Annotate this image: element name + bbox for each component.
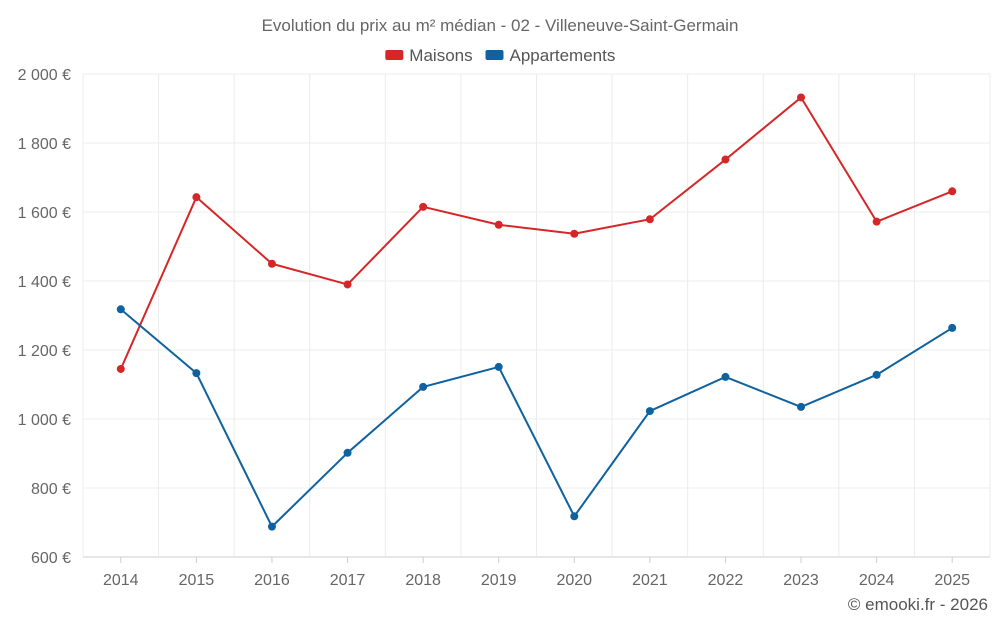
legend-swatch [485, 50, 504, 60]
y-tick-label: 1 400 € [18, 274, 71, 291]
data-point[interactable] [116, 305, 125, 314]
data-point[interactable] [267, 259, 276, 268]
y-tick-label: 2 000 € [18, 67, 71, 84]
x-tick-label: 2019 [481, 572, 517, 589]
y-tick-label: 1 600 € [18, 205, 71, 222]
x-tick-label: 2023 [783, 572, 819, 589]
copyright-credit: © emooki.fr - 2026 [848, 595, 988, 614]
chart-title: Evolution du prix au m² médian - 02 - Vi… [262, 16, 739, 35]
data-point[interactable] [494, 220, 503, 229]
data-point[interactable] [116, 364, 125, 373]
y-axis: 600 € 800 € 1 000 € 1 200 € 1 400 € 1 600 € 1 … [18, 67, 71, 567]
data-point[interactable] [570, 512, 579, 521]
x-tick-label: 2021 [632, 572, 668, 589]
legend-swatch [385, 50, 404, 60]
series-group [116, 93, 957, 531]
data-point[interactable] [948, 323, 957, 332]
y-tick-label: 1 800 € [18, 136, 71, 153]
x-tick-label: 2025 [934, 572, 970, 589]
data-point[interactable] [797, 402, 806, 411]
data-point[interactable] [343, 280, 352, 289]
y-tick-label: 1 200 € [18, 343, 71, 360]
series-line [120, 308, 953, 528]
x-axis: 2014 2015 2016 2017 2018 2019 2020 2021 2022 2023… [103, 557, 970, 589]
x-tick-label: 2022 [708, 572, 744, 589]
y-tick-label: 800 € [31, 481, 71, 498]
series-maisons [116, 93, 957, 373]
data-point[interactable] [948, 187, 957, 196]
legend-label[interactable]: Appartements [510, 46, 616, 65]
data-point[interactable] [721, 372, 730, 381]
data-point[interactable] [343, 448, 352, 457]
series-appartements [116, 305, 957, 531]
data-point[interactable] [797, 93, 806, 102]
x-tick-label: 2020 [556, 572, 592, 589]
data-point[interactable] [419, 202, 428, 211]
data-point[interactable] [419, 382, 428, 391]
data-point[interactable] [872, 370, 881, 379]
x-tick-label: 2024 [859, 572, 895, 589]
x-tick-label: 2014 [103, 572, 139, 589]
data-point[interactable] [721, 155, 730, 164]
data-point[interactable] [570, 229, 579, 238]
grid-lines [82, 73, 991, 558]
y-tick-label: 600 € [31, 550, 71, 567]
data-point[interactable] [267, 522, 276, 531]
x-tick-label: 2015 [179, 572, 215, 589]
x-tick-label: 2018 [405, 572, 441, 589]
data-point[interactable] [494, 362, 503, 371]
data-point[interactable] [645, 407, 654, 416]
chart-legend: Maisons Appartements [385, 46, 615, 65]
y-tick-label: 1 000 € [18, 412, 71, 429]
x-tick-label: 2016 [254, 572, 290, 589]
data-point[interactable] [872, 217, 881, 226]
legend-label[interactable]: Maisons [409, 46, 472, 65]
data-point[interactable] [645, 215, 654, 224]
series-line [119, 96, 953, 370]
data-point[interactable] [192, 193, 201, 202]
x-tick-label: 2017 [330, 572, 366, 589]
data-point[interactable] [192, 369, 201, 378]
